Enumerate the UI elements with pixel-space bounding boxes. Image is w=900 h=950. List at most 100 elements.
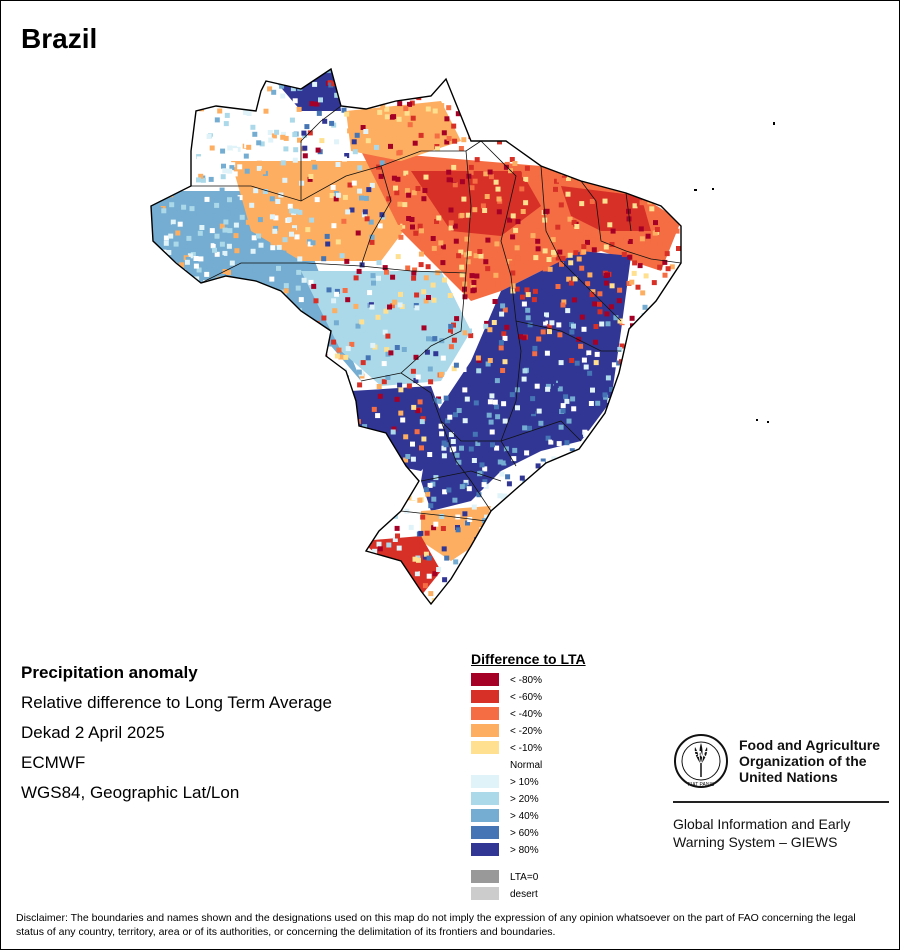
anomaly-pixel	[476, 94, 482, 100]
anomaly-pixel	[418, 530, 424, 536]
anomaly-pixel	[462, 511, 468, 517]
anomaly-pixel	[219, 487, 225, 493]
anomaly-pixel	[565, 191, 571, 197]
anomaly-pixel	[503, 503, 509, 509]
anomaly-pixel	[584, 480, 590, 486]
anomaly-pixel	[667, 162, 673, 167]
anomaly-pixel	[482, 127, 488, 133]
anomaly-pixel	[509, 260, 515, 266]
anomaly-pixel	[452, 223, 458, 229]
anomaly-pixel	[588, 101, 594, 107]
anomaly-pixel	[329, 193, 335, 198]
anomaly-pixel	[235, 80, 240, 85]
anomaly-pixel	[440, 244, 446, 250]
info-period: Dekad 2 April 2025	[21, 723, 165, 742]
anomaly-pixel	[433, 475, 439, 481]
anomaly-pixel	[263, 294, 269, 300]
anomaly-pixel	[560, 255, 566, 261]
anomaly-pixel	[189, 206, 195, 212]
anomaly-pixel	[335, 162, 341, 167]
anomaly-pixel	[611, 419, 617, 425]
anomaly-pixel	[545, 435, 551, 441]
anomaly-pixel	[201, 461, 207, 467]
anomaly-pixel	[372, 132, 378, 138]
anomaly-pixel	[363, 195, 369, 201]
anomaly-pixel	[590, 542, 596, 548]
anomaly-pixel	[269, 276, 275, 282]
anomaly-pixel	[596, 581, 602, 587]
anomaly-pixel	[216, 594, 222, 600]
anomaly-pixel	[456, 253, 462, 259]
anomaly-pixel	[421, 325, 427, 331]
anomaly-pixel	[573, 519, 579, 525]
anomaly-pixel	[627, 371, 633, 377]
anomaly-pixel	[263, 230, 269, 236]
anomaly-pixel	[638, 226, 644, 232]
anomaly-pixel	[415, 237, 421, 243]
anomaly-pixel	[163, 258, 169, 264]
anomaly-pixel	[400, 575, 405, 581]
anomaly-pixel	[365, 590, 371, 596]
anomaly-pixel	[341, 218, 347, 224]
anomaly-pixel	[381, 379, 387, 385]
anomaly-pixel	[221, 163, 226, 169]
anomaly-pixel	[280, 134, 286, 140]
anomaly-pixel	[504, 355, 510, 361]
anomaly-pixel	[244, 104, 250, 110]
anomaly-pixel	[285, 365, 291, 371]
anomaly-pixel	[556, 87, 562, 93]
anomaly-pixel	[318, 590, 324, 596]
anomaly-pixel	[381, 506, 387, 511]
anomaly-pixel	[368, 563, 374, 569]
anomaly-pixel	[596, 446, 602, 452]
anomaly-pixel	[358, 332, 363, 338]
anomaly-pixel	[466, 251, 472, 257]
anomaly-pixel	[509, 567, 515, 573]
anomaly-pixel	[518, 334, 523, 340]
anomaly-pixel	[175, 473, 181, 479]
anomaly-pixel	[414, 305, 420, 311]
anomaly-pixel	[340, 519, 345, 525]
anomaly-pixel	[542, 217, 548, 223]
anomaly-pixel	[520, 312, 526, 318]
anomaly-pixel	[420, 514, 426, 520]
anomaly-pixel	[680, 184, 681, 190]
anomaly-pixel	[435, 78, 441, 84]
anomaly-pixel	[431, 245, 437, 251]
anomaly-pixel	[345, 209, 351, 215]
anomaly-pixel	[346, 461, 352, 467]
anomaly-pixel	[274, 465, 280, 471]
anomaly-pixel	[271, 371, 277, 377]
anomaly-pixel	[451, 337, 457, 343]
anomaly-pixel	[262, 385, 268, 391]
anomaly-pixel	[361, 538, 367, 544]
anomaly-pixel	[282, 195, 288, 201]
anomaly-pixel	[660, 395, 666, 400]
anomaly-pixel	[355, 129, 361, 135]
anomaly-pixel	[659, 424, 664, 430]
anomaly-pixel	[394, 345, 400, 350]
anomaly-pixel	[280, 289, 286, 295]
anomaly-pixel	[312, 593, 318, 599]
anomaly-pixel	[435, 412, 441, 418]
anomaly-pixel	[357, 382, 363, 388]
anomaly-pixel	[257, 545, 263, 551]
anomaly-pixel	[525, 594, 530, 600]
anomaly-pixel	[432, 108, 438, 114]
anomaly-pixel	[369, 433, 375, 439]
anomaly-pixel	[303, 69, 309, 73]
anomaly-pixel	[471, 280, 477, 285]
anomaly-pixel	[611, 429, 617, 435]
anomaly-pixel	[642, 304, 648, 310]
anomaly-pixel	[287, 289, 293, 295]
anomaly-pixel	[171, 77, 177, 82]
anomaly-pixel	[198, 367, 204, 373]
anomaly-pixel	[621, 472, 626, 477]
anomaly-pixel	[634, 386, 640, 391]
anomaly-pixel	[645, 425, 650, 431]
anomaly-pixel	[493, 272, 499, 278]
anomaly-pixel	[226, 270, 231, 275]
anomaly-pixel	[434, 133, 440, 139]
anomaly-pixel	[196, 156, 202, 162]
anomaly-pixel	[252, 268, 258, 274]
